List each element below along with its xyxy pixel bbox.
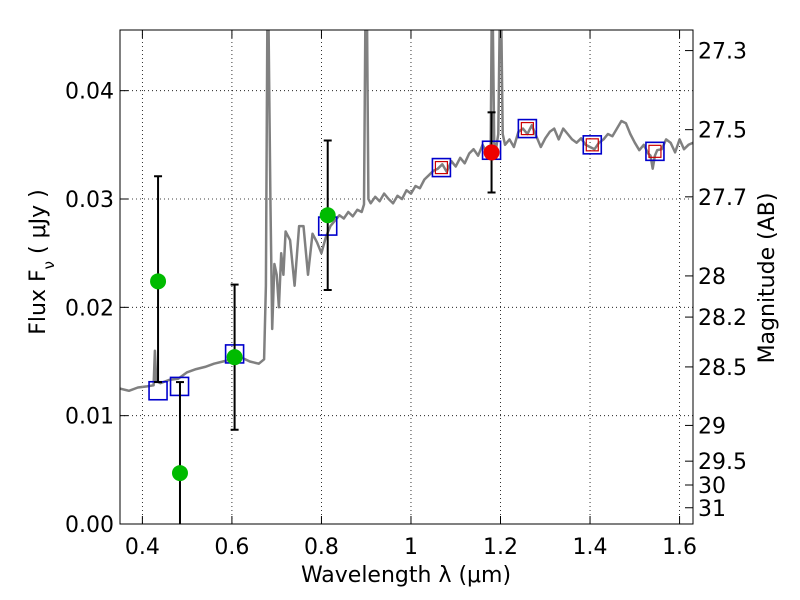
observed-point-red <box>483 144 500 161</box>
x-tick-label: 1 <box>404 535 418 560</box>
y2-axis-label: Magnitude (AB) <box>755 193 780 364</box>
y2-tick-label: 27.5 <box>698 119 747 144</box>
y2-tick-label: 28.5 <box>698 356 747 381</box>
y2-tick-label: 28 <box>698 265 726 290</box>
y2-tick-label: 27.7 <box>698 186 747 211</box>
model-box-inner-marker <box>585 138 599 152</box>
tick-layer: 0.4 0.6 0.8 1 1.2 1.4 1.6 0.00 0.01 0.02 0.03 0.04 2… <box>65 30 747 560</box>
y2-tick-label: 29.5 <box>698 450 747 475</box>
model-box-inner-marker <box>520 121 534 136</box>
spectrum-line <box>120 30 693 393</box>
model-box-marker <box>431 157 452 178</box>
y2-tick-label: 31 <box>698 497 726 522</box>
observed-point-layer <box>150 144 500 482</box>
x-tick-label: 0.4 <box>125 535 160 560</box>
spectrum-layer <box>120 30 693 393</box>
model-box-marker <box>582 135 603 155</box>
x-tick-label: 0.8 <box>304 535 339 560</box>
y2-tick-label: 29 <box>698 414 726 439</box>
observed-point-green <box>171 465 188 482</box>
model-box-inner-marker <box>434 160 449 175</box>
x-tick-label: 1.4 <box>573 535 608 560</box>
y-tick-label: 0.02 <box>65 296 114 321</box>
model-box-marker <box>645 141 665 162</box>
y-axis-label: Flux Fν ( μJy ) <box>26 189 58 334</box>
y2-tick-label: 28.2 <box>698 306 747 331</box>
plot-frame <box>119 29 694 525</box>
y2-tick-label: 30 <box>698 474 726 499</box>
x-tick-label: 1.6 <box>662 535 697 560</box>
observed-point-green <box>319 207 336 224</box>
observed-point-green <box>226 349 243 366</box>
y-tick-label: 0.00 <box>65 513 114 538</box>
y2-tick-label: 27.3 <box>698 40 747 65</box>
x-axis-label: Wavelength λ (μm) <box>301 563 511 588</box>
y-tick-label: 0.03 <box>65 188 114 213</box>
y-tick-label: 0.04 <box>65 80 114 105</box>
model-box-marker <box>517 118 538 139</box>
model-box-inner-marker <box>648 144 662 158</box>
x-tick-label: 0.6 <box>214 535 249 560</box>
y-tick-label: 0.01 <box>65 405 114 430</box>
observed-point-green <box>150 273 167 290</box>
x-tick-label: 1.2 <box>483 535 518 560</box>
